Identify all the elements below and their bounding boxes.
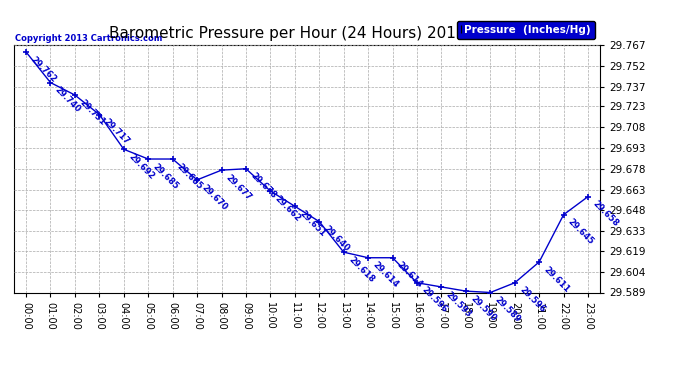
Text: 29.762: 29.762 — [29, 55, 58, 84]
Text: 29.611: 29.611 — [542, 265, 571, 294]
Text: 29.692: 29.692 — [126, 152, 156, 182]
Text: 29.662: 29.662 — [273, 194, 302, 223]
Text: 29.640: 29.640 — [322, 224, 351, 254]
Text: 29.618: 29.618 — [346, 255, 376, 284]
Legend: Pressure  (Inches/Hg): Pressure (Inches/Hg) — [457, 21, 595, 39]
Text: Copyright 2013 Cartronics.com: Copyright 2013 Cartronics.com — [15, 33, 162, 42]
Title: Barometric Pressure per Hour (24 Hours) 20130719: Barometric Pressure per Hour (24 Hours) … — [110, 26, 504, 41]
Text: 29.645: 29.645 — [566, 217, 595, 247]
Text: 29.596: 29.596 — [420, 285, 449, 315]
Text: 29.658: 29.658 — [591, 200, 620, 229]
Text: 29.731: 29.731 — [78, 98, 107, 127]
Text: 29.740: 29.740 — [53, 86, 82, 114]
Text: 29.593: 29.593 — [444, 290, 473, 319]
Text: 29.614: 29.614 — [371, 261, 400, 290]
Text: 29.685: 29.685 — [151, 162, 180, 191]
Text: 29.589: 29.589 — [493, 295, 522, 324]
Text: 29.685: 29.685 — [175, 162, 205, 191]
Text: 29.614: 29.614 — [395, 261, 425, 290]
Text: 29.677: 29.677 — [224, 173, 253, 202]
Text: 29.717: 29.717 — [102, 117, 131, 147]
Text: 29.590: 29.590 — [469, 294, 498, 323]
Text: 29.678: 29.678 — [248, 171, 278, 201]
Text: 29.596: 29.596 — [518, 285, 546, 315]
Text: 29.670: 29.670 — [200, 183, 229, 212]
Text: 29.651: 29.651 — [297, 209, 327, 238]
